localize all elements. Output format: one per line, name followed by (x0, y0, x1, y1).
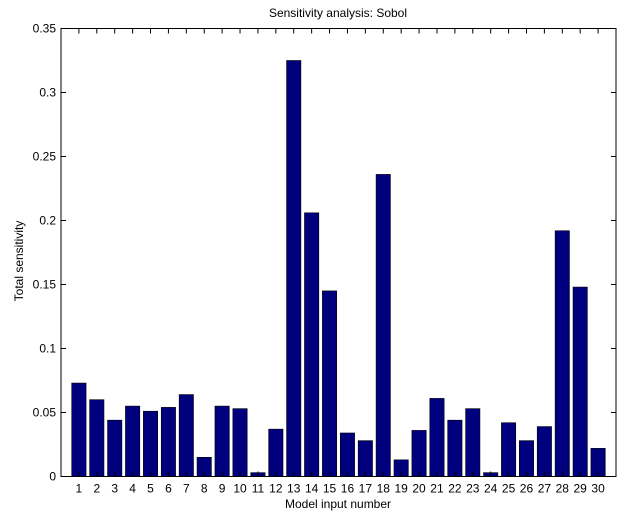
x-tick-label: 7 (183, 482, 190, 496)
bar-18 (375, 174, 391, 477)
x-tick-label: 8 (201, 482, 208, 496)
x-tick-label: 20 (412, 482, 426, 496)
x-tick-label: 14 (305, 482, 319, 496)
bar-10 (232, 408, 248, 477)
bar-17 (357, 440, 373, 477)
bar-15 (322, 290, 338, 477)
bar-1 (71, 382, 87, 477)
x-tick-label: 18 (377, 482, 391, 496)
x-tick-label: 10 (233, 482, 247, 496)
x-tick-label: 3 (111, 482, 118, 496)
y-tick-label: 0.15 (33, 278, 57, 292)
bar-13 (286, 60, 302, 477)
bars-group (71, 60, 606, 477)
ticks-group (61, 28, 616, 477)
bar-2 (89, 399, 105, 477)
bar-21 (429, 398, 445, 477)
y-tick-label: 0.3 (39, 86, 56, 100)
bar-16 (339, 432, 355, 477)
y-tick-label: 0.25 (33, 150, 57, 164)
bar-5 (143, 410, 158, 477)
x-tick-label: 21 (430, 482, 444, 496)
bar-12 (268, 428, 284, 477)
bar-4 (125, 405, 141, 477)
x-tick-label: 28 (556, 482, 570, 496)
x-tick-label: 30 (591, 482, 605, 496)
x-axis-label: Model input number (285, 497, 391, 511)
x-tick-label: 24 (484, 482, 498, 496)
y-axis-label: Total sensitivity (12, 221, 26, 302)
y-tick-label: 0.1 (39, 342, 56, 356)
y-tick-label: 0.35 (33, 22, 57, 36)
x-tick-label: 16 (341, 482, 355, 496)
x-tick-label: 4 (129, 482, 136, 496)
bar-9 (214, 405, 230, 477)
bar-23 (465, 408, 481, 477)
x-tick-label: 27 (538, 482, 552, 496)
x-tick-label: 19 (394, 482, 408, 496)
x-tick-label: 2 (93, 482, 100, 496)
y-tick-labels: 0 0.05 0.1 0.15 0.2 0.25 0.3 0.35 (33, 22, 57, 484)
x-tick-label: 15 (323, 482, 337, 496)
x-tick-label: 13 (287, 482, 301, 496)
y-tick-label: 0.2 (39, 214, 56, 228)
x-tick-label: 12 (269, 482, 283, 496)
x-tick-label: 6 (165, 482, 172, 496)
x-tick-labels: 1 2 3 4 5 6 7 8 9 10 11 12 13 14 15 16 17 18 19 20 21 22 23 24 2… (76, 482, 606, 496)
bar-27 (536, 426, 552, 477)
bar-20 (411, 430, 427, 477)
x-tick-label: 22 (448, 482, 462, 496)
bar-6 (160, 407, 176, 477)
y-tick-label: 0.05 (33, 406, 57, 420)
x-tick-label: 11 (252, 482, 265, 496)
bar-25 (501, 422, 517, 477)
bar-3 (107, 419, 123, 477)
bar-28 (554, 230, 570, 477)
x-tick-label: 23 (466, 482, 480, 496)
x-tick-label: 26 (520, 482, 534, 496)
chart-title: Sensitivity analysis: Sobol (269, 6, 407, 20)
x-tick-label: 9 (219, 482, 226, 496)
x-tick-label: 5 (147, 482, 154, 496)
y-tick-label: 0 (49, 470, 56, 484)
x-tick-label: 1 (76, 482, 83, 496)
x-tick-label: 25 (502, 482, 516, 496)
bar-14 (304, 212, 320, 477)
x-tick-label: 29 (574, 482, 588, 496)
bar-22 (447, 419, 463, 477)
bar-29 (572, 286, 588, 477)
bar-26 (519, 440, 534, 477)
plot-frame (60, 28, 617, 477)
x-tick-label: 17 (359, 482, 373, 496)
bar-7 (178, 394, 194, 477)
